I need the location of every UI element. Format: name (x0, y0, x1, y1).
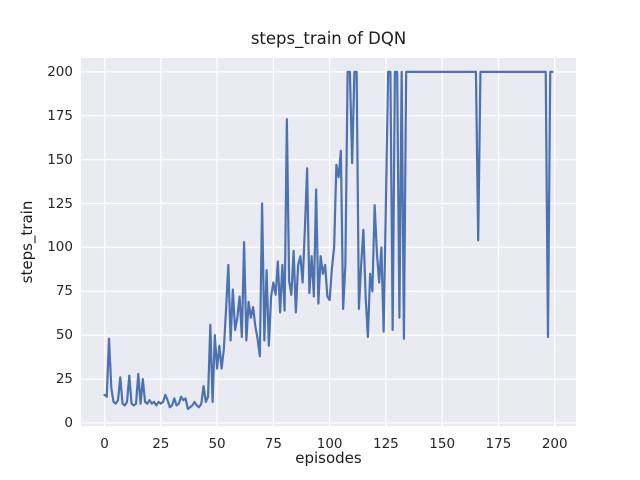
chart-title: steps_train of DQN (250, 29, 407, 48)
y-tick-label: 75 (55, 283, 73, 300)
x-tick-label: 125 (373, 436, 399, 452)
data-line (103, 70, 554, 411)
plot-area (81, 58, 576, 426)
plot-area-svg (81, 58, 576, 426)
x-tick-label: 75 (264, 436, 282, 452)
x-tick-label: 25 (152, 436, 170, 452)
y-tick-label: 125 (47, 195, 73, 212)
x-tick-label: 175 (485, 436, 512, 452)
x-tick-label: 200 (541, 436, 568, 452)
x-tick-label: 0 (100, 436, 109, 452)
y-tick-label: 175 (47, 107, 73, 124)
y-tick-label: 100 (47, 239, 73, 256)
y-tick-label: 25 (55, 371, 73, 388)
x-axis-label: episodes (295, 449, 362, 467)
y-tick-label: 50 (55, 327, 73, 344)
x-tick-label: 100 (316, 436, 343, 452)
x-tick-label: 150 (429, 436, 456, 452)
x-tick-label: 50 (208, 436, 226, 452)
y-tick-label: 200 (47, 63, 73, 80)
y-tick-label: 0 (64, 414, 73, 431)
y-tick-label: 150 (47, 151, 73, 168)
